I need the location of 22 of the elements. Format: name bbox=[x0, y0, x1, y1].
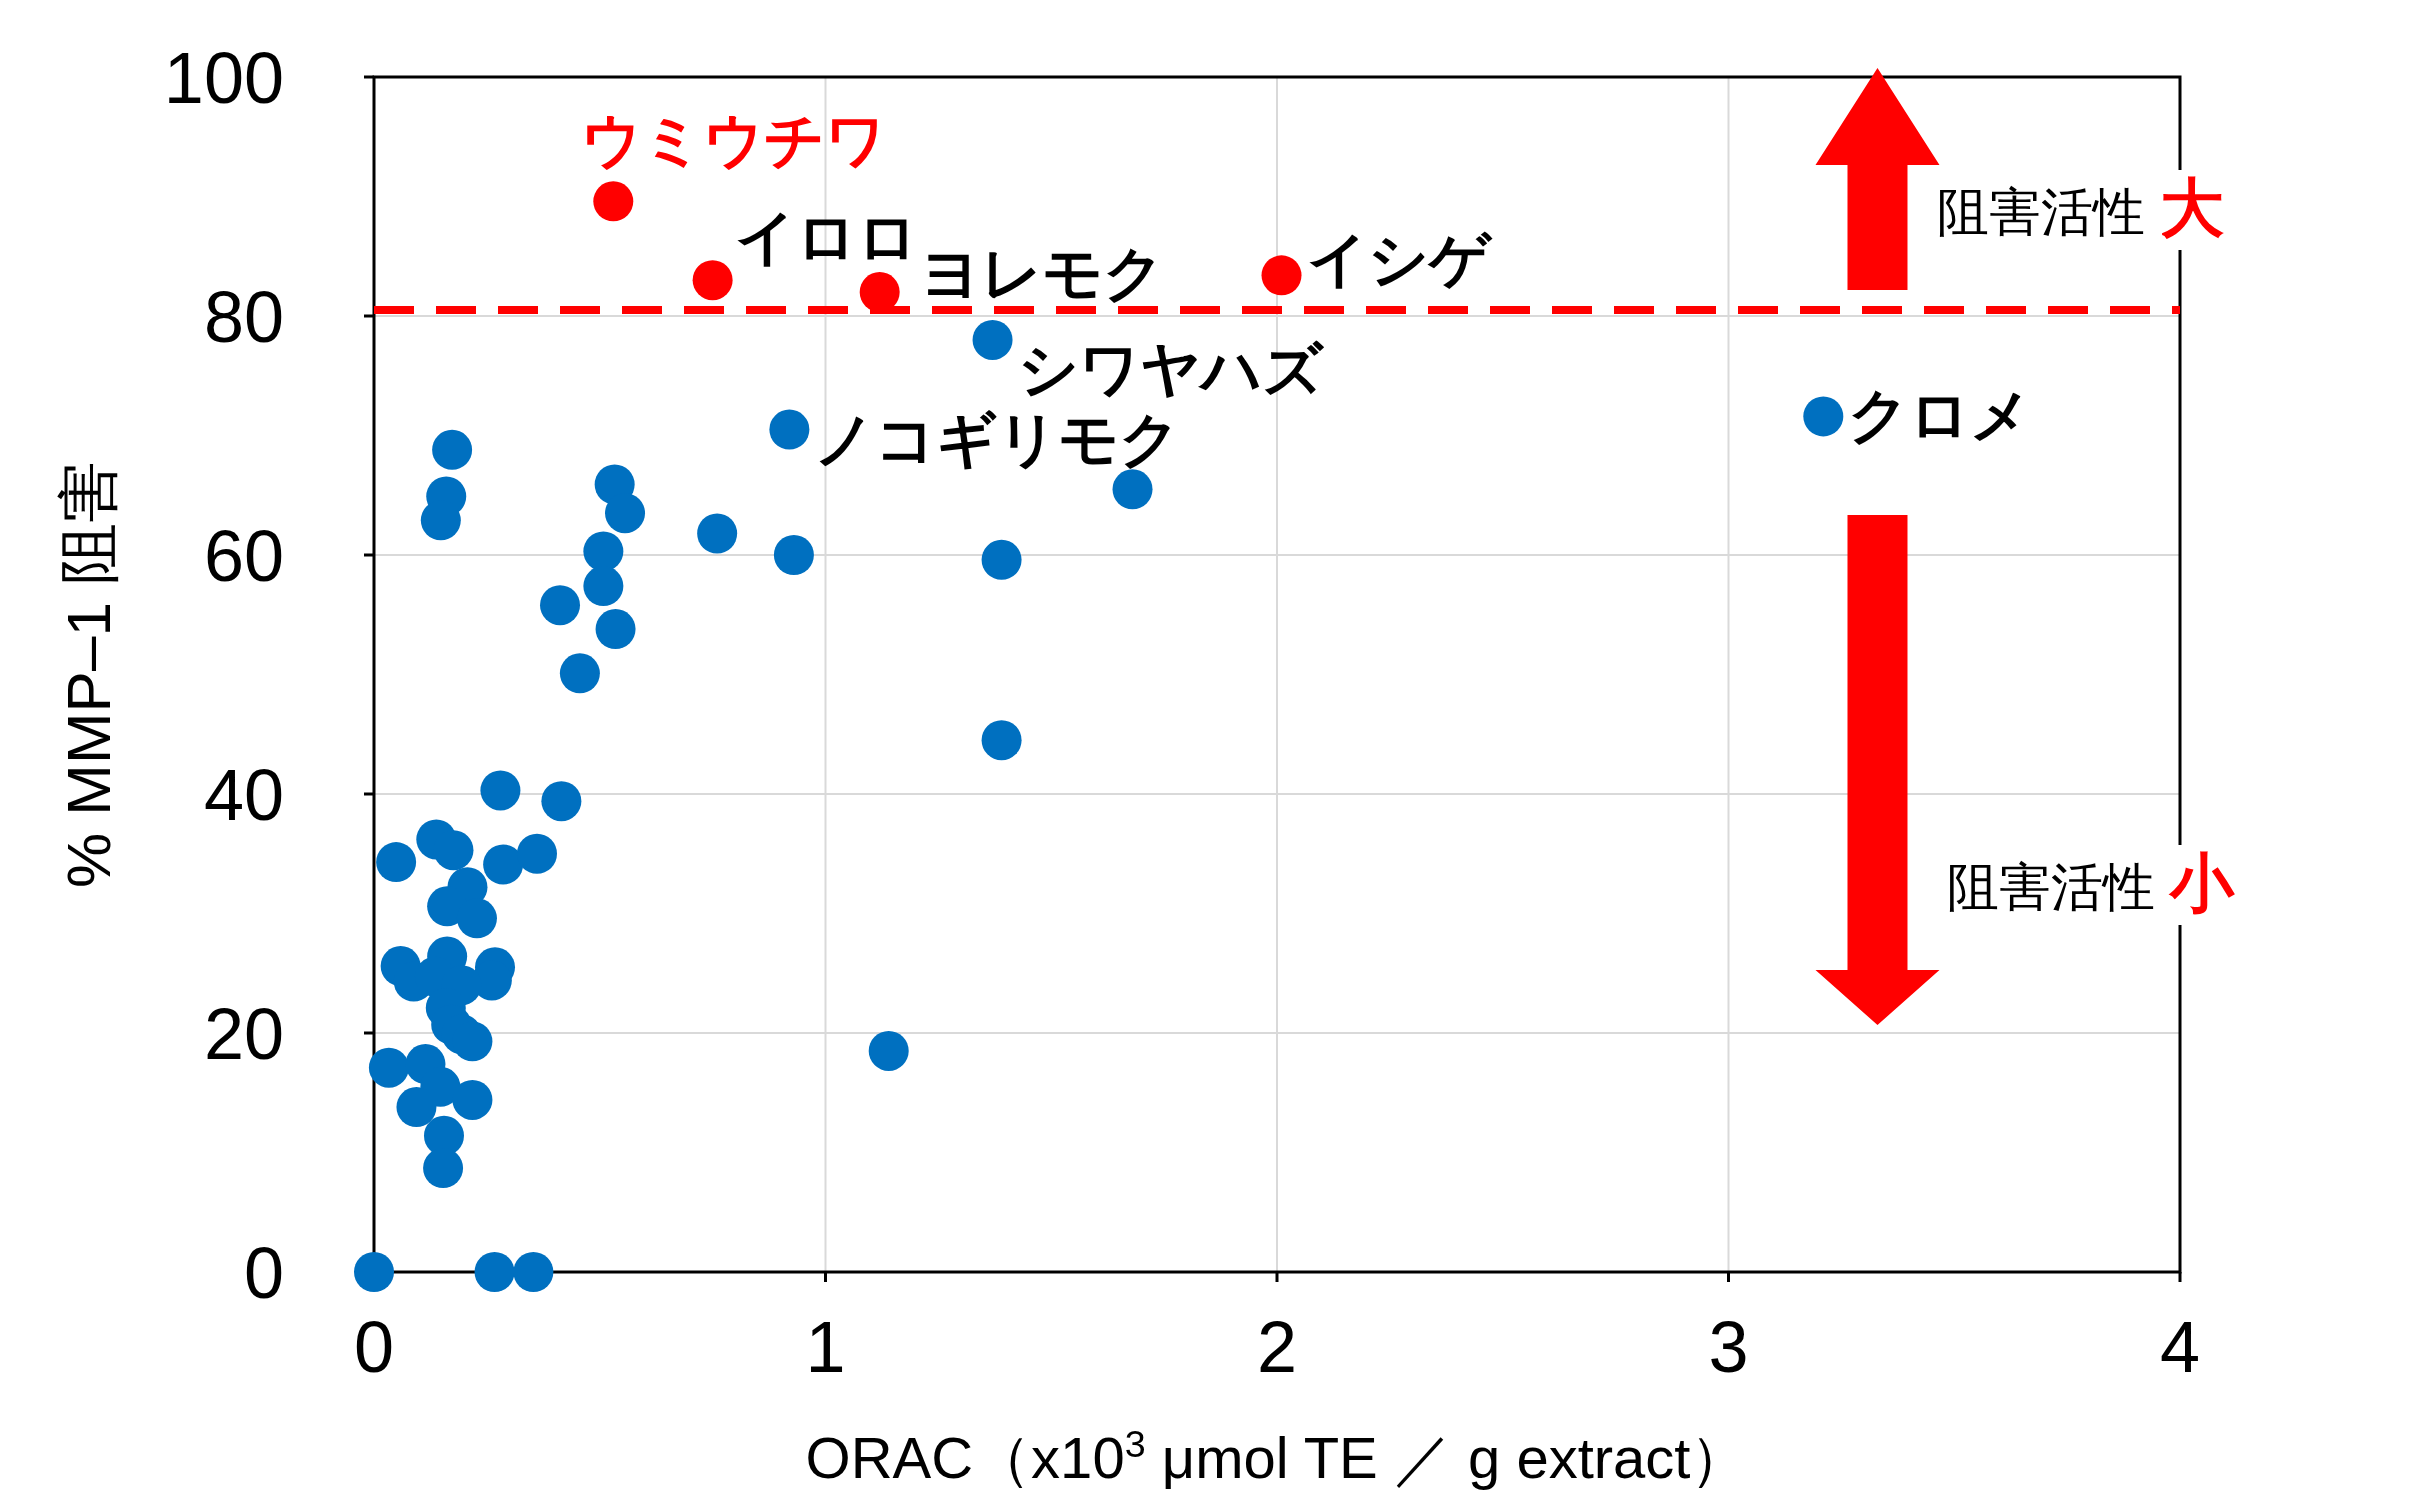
annotation: クロメ bbox=[1848, 382, 2032, 450]
annotation: イシゲ bbox=[1306, 226, 1493, 294]
annotation: ヨレモク bbox=[919, 240, 1164, 308]
x-axis-title: ORAC（x10$^{3}$ μmol TE ／ g extract） bbox=[805, 1423, 1749, 1490]
y-axis-title: % MMP–1 阻害 bbox=[54, 460, 123, 889]
x-tick-label: 1 bbox=[805, 1307, 846, 1387]
x-tick-label: 2 bbox=[1256, 1307, 1298, 1387]
annotation: 阻害活性 大 bbox=[1937, 172, 2224, 244]
annotation: ウミウチワ bbox=[580, 107, 886, 175]
x-tick-label: 3 bbox=[1708, 1307, 1749, 1387]
y-tick-label: 0 bbox=[243, 1233, 284, 1313]
x-tick-label: 0 bbox=[353, 1307, 395, 1387]
y-tick-label: 60 bbox=[203, 516, 284, 596]
annotation: 阻害活性 小 bbox=[1947, 847, 2235, 919]
y-tick-label: 80 bbox=[203, 277, 284, 357]
annotation: イロロ bbox=[734, 204, 918, 272]
annotation: ノコギリモク bbox=[814, 405, 1181, 473]
y-tick-label: 20 bbox=[203, 994, 284, 1074]
y-tick-label: 100 bbox=[163, 38, 284, 118]
y-tick-label: 40 bbox=[203, 755, 284, 835]
x-tick-label: 4 bbox=[2159, 1307, 2201, 1387]
annotation: シワヤハズ bbox=[1017, 335, 1325, 403]
